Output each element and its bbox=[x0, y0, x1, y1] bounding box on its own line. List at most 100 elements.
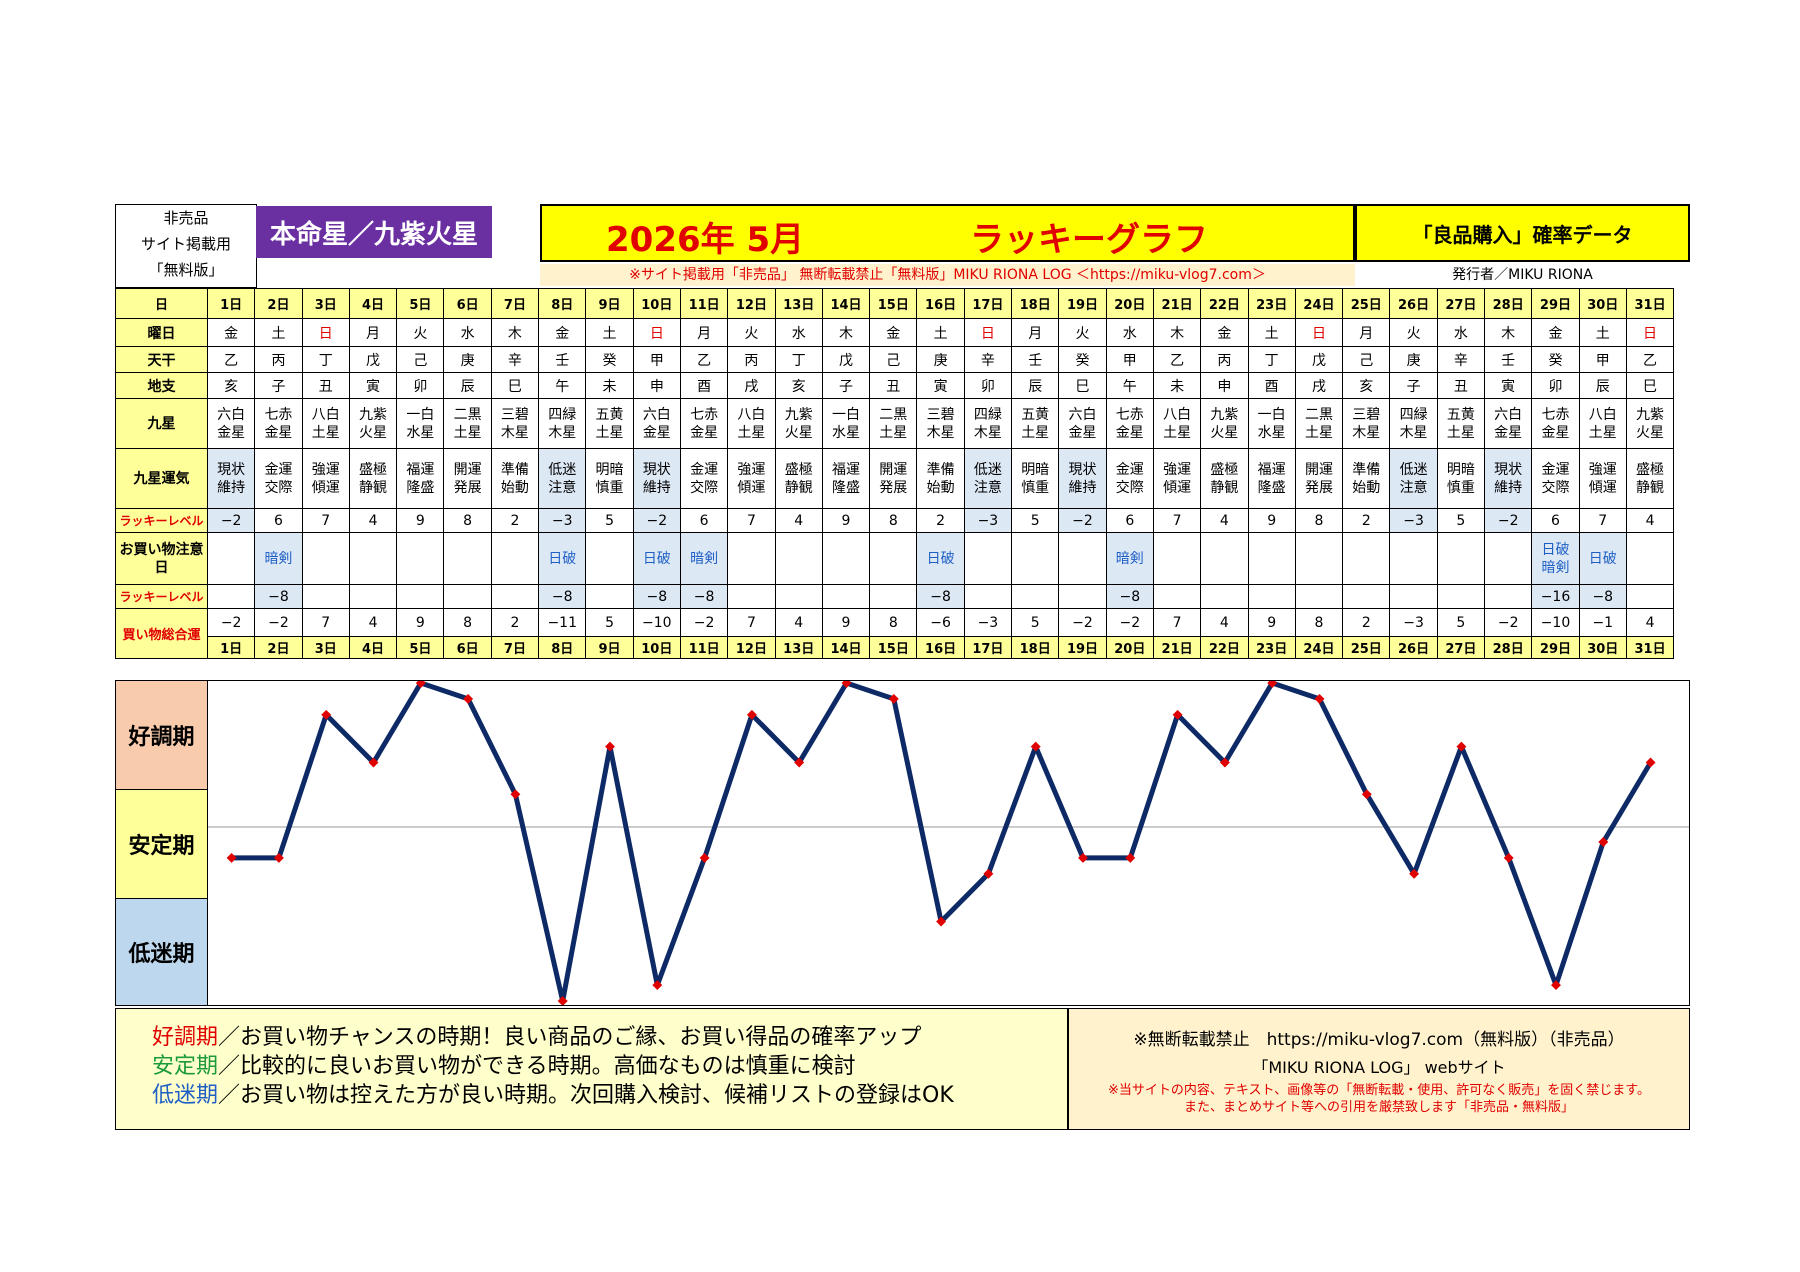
lucky-level2-cell bbox=[963, 584, 1013, 609]
lucky-level2-cell bbox=[1011, 584, 1060, 609]
data-point bbox=[605, 741, 615, 752]
total-cell: −3 bbox=[963, 608, 1013, 637]
caution-cell bbox=[1058, 532, 1107, 585]
lucky-level-cell: 2 bbox=[1342, 508, 1391, 533]
day-header-cell: 8日 bbox=[538, 288, 587, 319]
lucky-level2-cell bbox=[301, 584, 350, 609]
caution-cell bbox=[443, 532, 492, 585]
row-label-kyusei-unki: 九星運気 bbox=[115, 448, 208, 509]
total-cell: 4 bbox=[774, 608, 823, 637]
weekday-cell: 金 bbox=[538, 318, 587, 347]
lucky-level2-cell bbox=[1625, 584, 1675, 609]
lucky-level2-cell bbox=[1058, 584, 1107, 609]
total-cell: 8 bbox=[869, 608, 918, 637]
tenkan-cell: 辛 bbox=[1436, 346, 1486, 373]
data-point bbox=[415, 681, 426, 688]
weekday-cell: 火 bbox=[727, 318, 776, 347]
total-cell: −10 bbox=[632, 608, 681, 637]
total-cell: −2 bbox=[1105, 608, 1154, 637]
lucky-level2-cell: −8 bbox=[538, 584, 587, 609]
unki-cell: 強運 傾運 bbox=[1152, 448, 1202, 509]
tenkan-cell: 庚 bbox=[916, 346, 965, 373]
unki-cell: 盛極 静観 bbox=[1625, 448, 1675, 509]
tenkan-cell: 壬 bbox=[1011, 346, 1060, 373]
kyusei-cell: 九紫 火星 bbox=[1625, 398, 1675, 449]
lucky-level-cell: −2 bbox=[206, 508, 256, 533]
kyusei-cell: 八白 土星 bbox=[1152, 398, 1202, 449]
tenkan-cell: 壬 bbox=[1484, 346, 1533, 373]
legend-line-good: 好調期／お買い物チャンスの時期！良い商品のご縁、お買い得品の確率アップ bbox=[152, 1023, 1067, 1052]
copyright-box: ※無断転載禁止 https://miku-vlog7.com（無料版）（非売品）… bbox=[1068, 1008, 1690, 1130]
kyusei-cell: 六白 金星 bbox=[206, 398, 256, 449]
day-footer-cell: 28日 bbox=[1484, 636, 1533, 659]
chishi-cell: 巳 bbox=[1058, 372, 1107, 399]
right-title-box: 「良品購入」確率データ bbox=[1355, 204, 1690, 262]
weekday-cell: 水 bbox=[1105, 318, 1154, 347]
tenkan-cell: 己 bbox=[1342, 346, 1391, 373]
tenkan-cell: 丙 bbox=[1200, 346, 1249, 373]
data-point bbox=[794, 757, 805, 768]
lucky-level-cell: −3 bbox=[538, 508, 587, 533]
lucky-level-cell: 6 bbox=[1531, 508, 1580, 533]
caution-cell bbox=[1436, 532, 1486, 585]
total-cell: 7 bbox=[727, 608, 776, 637]
day-header-cell: 23日 bbox=[1247, 288, 1296, 319]
tenkan-cell: 癸 bbox=[1531, 346, 1580, 373]
unki-cell: 金運 交際 bbox=[679, 448, 729, 509]
day-footer-cell: 17日 bbox=[963, 636, 1013, 659]
lucky-level-cell: 8 bbox=[869, 508, 918, 533]
legend-box: 好調期／お買い物チャンスの時期！良い商品のご縁、お買い得品の確率アップ 安定期 ／… bbox=[115, 1008, 1068, 1130]
caution-cell bbox=[1625, 532, 1675, 585]
data-point bbox=[1645, 757, 1656, 768]
header-left-line-2: サイト掲載用 bbox=[140, 235, 231, 253]
day-header-cell: 19日 bbox=[1058, 288, 1107, 319]
row-label-weekday: 曜日 bbox=[115, 318, 208, 347]
data-point bbox=[1078, 852, 1088, 863]
day-header-cell: 20日 bbox=[1105, 288, 1154, 319]
total-cell: −11 bbox=[538, 608, 587, 637]
kyusei-cell: 四緑 木星 bbox=[538, 398, 587, 449]
total-cell: 2 bbox=[1342, 608, 1391, 637]
data-point bbox=[699, 852, 710, 863]
tenkan-cell: 甲 bbox=[1578, 346, 1627, 373]
unki-cell: 明暗 慎重 bbox=[1011, 448, 1060, 509]
tenkan-cell: 丙 bbox=[727, 346, 776, 373]
kyusei-cell: 五黄 土星 bbox=[1436, 398, 1486, 449]
total-cell: 9 bbox=[821, 608, 871, 637]
chishi-cell: 巳 bbox=[490, 372, 540, 399]
tenkan-cell: 庚 bbox=[443, 346, 492, 373]
day-header-cell: 27日 bbox=[1436, 288, 1486, 319]
caution-cell bbox=[490, 532, 540, 585]
lucky-level-cell: 4 bbox=[774, 508, 823, 533]
chishi-cell: 申 bbox=[632, 372, 681, 399]
lucky-level2-cell bbox=[1342, 584, 1391, 609]
data-point bbox=[936, 916, 947, 927]
lucky-level2-cell: −8 bbox=[1105, 584, 1154, 609]
unki-cell: 低迷 注意 bbox=[1389, 448, 1438, 509]
total-cell: 8 bbox=[443, 608, 492, 637]
kyusei-cell: 一白 水星 bbox=[1247, 398, 1296, 449]
unki-cell: 金運 交際 bbox=[254, 448, 303, 509]
day-footer-cell: 25日 bbox=[1342, 636, 1391, 659]
chishi-cell: 丑 bbox=[869, 372, 918, 399]
header-left-line-1: 非売品 bbox=[163, 209, 209, 227]
unki-cell: 強運 傾運 bbox=[301, 448, 350, 509]
lucky-level2-cell bbox=[774, 584, 823, 609]
chishi-cell: 寅 bbox=[348, 372, 398, 399]
unki-cell: 現状 維持 bbox=[206, 448, 256, 509]
unki-cell: 福運 隆盛 bbox=[821, 448, 871, 509]
day-footer-cell: 9日 bbox=[585, 636, 634, 659]
day-footer-cell: 2日 bbox=[254, 636, 303, 659]
tenkan-cell: 甲 bbox=[632, 346, 681, 373]
day-header-cell: 6日 bbox=[443, 288, 492, 319]
day-footer-cell: 31日 bbox=[1625, 636, 1675, 659]
chishi-cell: 酉 bbox=[1247, 372, 1296, 399]
total-cell: −2 bbox=[1058, 608, 1107, 637]
legend-text-low: ／お買い物は控えた方が良い時期。次回購入検討、候補リストの登録はOK bbox=[218, 1083, 954, 1108]
row-label-kyusei: 九星 bbox=[115, 398, 208, 449]
lucky-level2-cell bbox=[1389, 584, 1438, 609]
unki-cell: 明暗 慎重 bbox=[1436, 448, 1486, 509]
legend-term-stable: 安定期 bbox=[152, 1054, 219, 1079]
legend-term-low: 低迷期 bbox=[152, 1083, 219, 1108]
weekday-cell: 金 bbox=[869, 318, 918, 347]
